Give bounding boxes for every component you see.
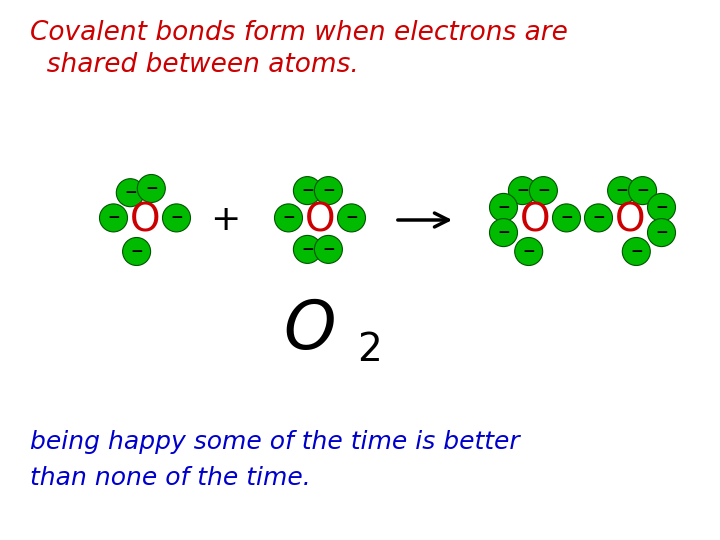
- Text: O: O: [615, 201, 645, 239]
- Circle shape: [647, 219, 675, 247]
- Text: −: −: [107, 211, 120, 225]
- Circle shape: [515, 238, 543, 266]
- Text: −: −: [592, 211, 605, 225]
- Circle shape: [315, 177, 343, 205]
- Text: −: −: [282, 211, 295, 225]
- Circle shape: [117, 179, 144, 207]
- Text: shared between atoms.: shared between atoms.: [30, 52, 359, 78]
- Circle shape: [622, 238, 650, 266]
- Text: O: O: [284, 297, 336, 363]
- Text: −: −: [537, 183, 550, 198]
- Circle shape: [647, 193, 675, 221]
- Text: −: −: [145, 181, 158, 196]
- Text: −: −: [322, 242, 335, 257]
- Circle shape: [274, 204, 302, 232]
- Circle shape: [529, 177, 557, 205]
- Circle shape: [490, 219, 518, 247]
- Text: −: −: [630, 244, 643, 259]
- Text: Covalent bonds form when electrons are: Covalent bonds form when electrons are: [30, 20, 568, 46]
- Text: −: −: [522, 244, 535, 259]
- Circle shape: [99, 204, 127, 232]
- Circle shape: [294, 177, 321, 205]
- Text: −: −: [636, 183, 649, 198]
- Text: −: −: [301, 242, 314, 257]
- Text: −: −: [497, 200, 510, 215]
- Circle shape: [294, 235, 321, 264]
- Circle shape: [629, 177, 657, 205]
- Text: −: −: [124, 185, 137, 200]
- Text: 2: 2: [358, 331, 382, 369]
- Text: −: −: [345, 211, 358, 225]
- Circle shape: [315, 235, 343, 264]
- Text: +: +: [210, 203, 240, 237]
- Text: −: −: [615, 183, 628, 198]
- Text: O: O: [305, 201, 336, 239]
- Text: −: −: [170, 211, 183, 225]
- Circle shape: [338, 204, 366, 232]
- Text: −: −: [497, 225, 510, 240]
- Text: −: −: [301, 183, 314, 198]
- Circle shape: [138, 174, 166, 202]
- Text: −: −: [130, 244, 143, 259]
- Text: −: −: [516, 183, 528, 198]
- Text: −: −: [655, 200, 668, 215]
- Circle shape: [585, 204, 613, 232]
- Circle shape: [490, 193, 518, 221]
- Circle shape: [508, 177, 536, 205]
- Text: −: −: [560, 211, 573, 225]
- Text: −: −: [322, 183, 335, 198]
- Text: being happy some of the time is better: being happy some of the time is better: [30, 430, 520, 454]
- Circle shape: [552, 204, 580, 232]
- Text: O: O: [130, 201, 161, 239]
- Text: −: −: [655, 225, 668, 240]
- Circle shape: [163, 204, 191, 232]
- Text: O: O: [520, 201, 550, 239]
- Text: than none of the time.: than none of the time.: [30, 466, 311, 490]
- Circle shape: [122, 238, 150, 266]
- Circle shape: [608, 177, 636, 205]
